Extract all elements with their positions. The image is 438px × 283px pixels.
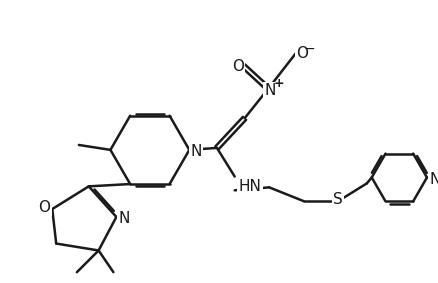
Text: HN: HN	[238, 179, 261, 194]
Text: O: O	[295, 46, 307, 61]
Text: N: N	[264, 83, 275, 98]
Text: O: O	[38, 200, 50, 215]
Text: +: +	[273, 77, 284, 90]
Text: N: N	[190, 144, 201, 159]
Text: O: O	[231, 59, 243, 74]
Text: N: N	[428, 172, 438, 187]
Text: −: −	[303, 42, 315, 56]
Text: N: N	[118, 211, 130, 226]
Text: S: S	[332, 192, 343, 207]
